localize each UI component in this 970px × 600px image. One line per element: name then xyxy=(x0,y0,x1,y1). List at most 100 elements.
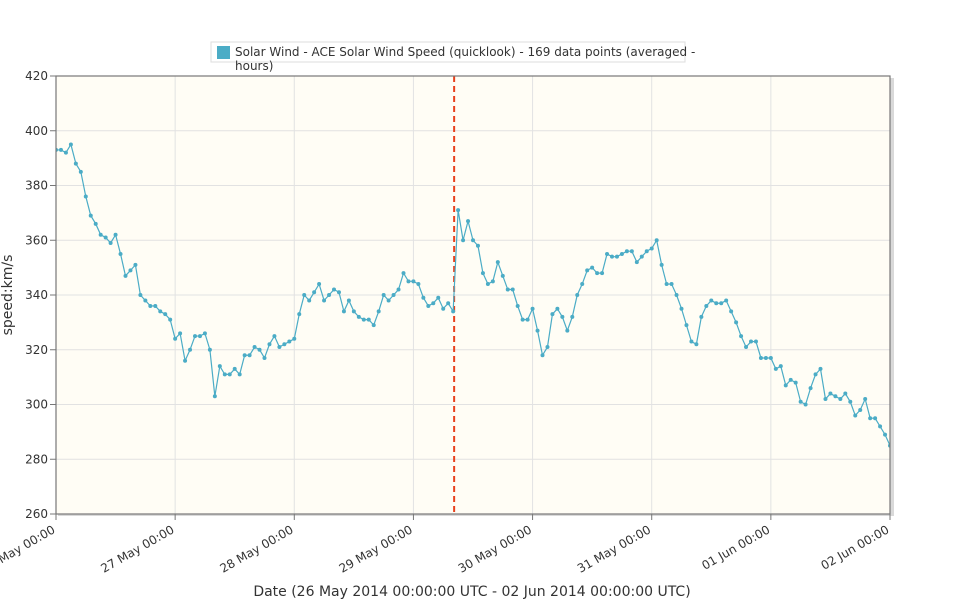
data-point[interactable] xyxy=(297,312,302,317)
data-point[interactable] xyxy=(634,260,639,265)
data-point[interactable] xyxy=(212,394,217,399)
data-point[interactable] xyxy=(739,334,744,339)
data-point[interactable] xyxy=(520,317,525,322)
data-point[interactable] xyxy=(515,303,520,308)
data-point[interactable] xyxy=(525,317,530,322)
data-point[interactable] xyxy=(744,345,749,350)
data-point[interactable] xyxy=(346,298,351,303)
data-point[interactable] xyxy=(858,407,863,412)
data-point[interactable] xyxy=(873,416,878,421)
data-point[interactable] xyxy=(768,355,773,360)
data-point[interactable] xyxy=(619,251,624,256)
data-point[interactable] xyxy=(793,380,798,385)
data-point[interactable] xyxy=(714,301,719,306)
data-point[interactable] xyxy=(267,342,272,347)
data-point[interactable] xyxy=(391,293,396,297)
data-point[interactable] xyxy=(758,355,763,360)
data-point[interactable] xyxy=(83,194,88,199)
data-point[interactable] xyxy=(401,271,406,276)
data-point[interactable] xyxy=(262,355,267,360)
legend[interactable]: Solar Wind - ACE Solar Wind Speed (quick… xyxy=(210,41,699,73)
data-point[interactable] xyxy=(277,345,282,350)
data-point[interactable] xyxy=(605,251,610,256)
data-point[interactable] xyxy=(555,306,560,311)
data-point[interactable] xyxy=(78,169,83,174)
data-point[interactable] xyxy=(118,251,123,256)
data-point[interactable] xyxy=(341,309,346,314)
data-point[interactable] xyxy=(644,249,649,254)
data-point[interactable] xyxy=(128,268,133,273)
data-point[interactable] xyxy=(133,262,138,267)
data-point[interactable] xyxy=(312,290,317,295)
data-point[interactable] xyxy=(485,282,490,287)
data-point[interactable] xyxy=(575,293,580,297)
data-point[interactable] xyxy=(113,232,118,237)
data-point[interactable] xyxy=(272,334,277,339)
data-point[interactable] xyxy=(510,287,515,292)
data-point[interactable] xyxy=(227,372,232,377)
data-point[interactable] xyxy=(560,314,565,319)
data-point[interactable] xyxy=(773,366,778,371)
data-point[interactable] xyxy=(719,301,724,306)
data-point[interactable] xyxy=(138,293,143,297)
data-point[interactable] xyxy=(853,413,858,418)
data-point[interactable] xyxy=(540,353,545,358)
data-point[interactable] xyxy=(183,358,188,363)
data-point[interactable] xyxy=(580,282,585,287)
data-point[interactable] xyxy=(451,309,456,314)
data-point[interactable] xyxy=(257,347,262,352)
data-point[interactable] xyxy=(654,238,659,243)
data-point[interactable] xyxy=(441,306,446,311)
data-point[interactable] xyxy=(614,254,619,259)
data-point[interactable] xyxy=(178,331,183,336)
data-point[interactable] xyxy=(674,293,679,297)
data-point[interactable] xyxy=(247,353,252,358)
data-point[interactable] xyxy=(456,208,461,213)
data-point[interactable] xyxy=(659,262,664,267)
data-point[interactable] xyxy=(88,213,93,218)
data-point[interactable] xyxy=(193,334,197,339)
data-point[interactable] xyxy=(202,331,207,336)
data-point[interactable] xyxy=(495,260,500,265)
data-point[interactable] xyxy=(232,366,237,371)
data-point[interactable] xyxy=(168,317,173,322)
data-point[interactable] xyxy=(818,366,823,371)
data-point[interactable] xyxy=(222,372,227,377)
data-point[interactable] xyxy=(287,339,292,344)
data-point[interactable] xyxy=(242,353,247,358)
data-point[interactable] xyxy=(252,345,257,350)
data-point[interactable] xyxy=(813,372,818,377)
data-point[interactable] xyxy=(883,432,888,437)
data-point[interactable] xyxy=(371,323,376,328)
data-point[interactable] xyxy=(327,293,332,297)
data-point[interactable] xyxy=(585,268,590,273)
data-point[interactable] xyxy=(396,287,401,292)
data-point[interactable] xyxy=(828,391,833,396)
data-point[interactable] xyxy=(436,295,441,300)
data-point[interactable] xyxy=(535,328,540,333)
data-point[interactable] xyxy=(550,312,555,317)
data-point[interactable] xyxy=(763,355,768,360)
data-point[interactable] xyxy=(570,314,575,319)
data-point[interactable] xyxy=(689,339,694,344)
data-point[interactable] xyxy=(381,293,386,297)
data-point[interactable] xyxy=(624,249,629,254)
data-point[interactable] xyxy=(431,301,436,306)
data-point[interactable] xyxy=(366,317,371,322)
data-point[interactable] xyxy=(600,271,605,276)
data-point[interactable] xyxy=(590,265,595,270)
data-point[interactable] xyxy=(332,287,336,292)
data-point[interactable] xyxy=(446,301,451,306)
data-point[interactable] xyxy=(376,309,381,314)
data-point[interactable] xyxy=(143,298,148,303)
data-point[interactable] xyxy=(426,303,431,308)
data-point[interactable] xyxy=(838,397,843,402)
data-point[interactable] xyxy=(664,282,669,287)
data-point[interactable] xyxy=(669,282,674,287)
data-point[interactable] xyxy=(307,298,312,303)
data-point[interactable] xyxy=(729,309,734,314)
data-point[interactable] xyxy=(709,298,714,303)
data-point[interactable] xyxy=(416,282,421,287)
data-point[interactable] xyxy=(217,364,222,369)
data-point[interactable] xyxy=(863,397,868,402)
